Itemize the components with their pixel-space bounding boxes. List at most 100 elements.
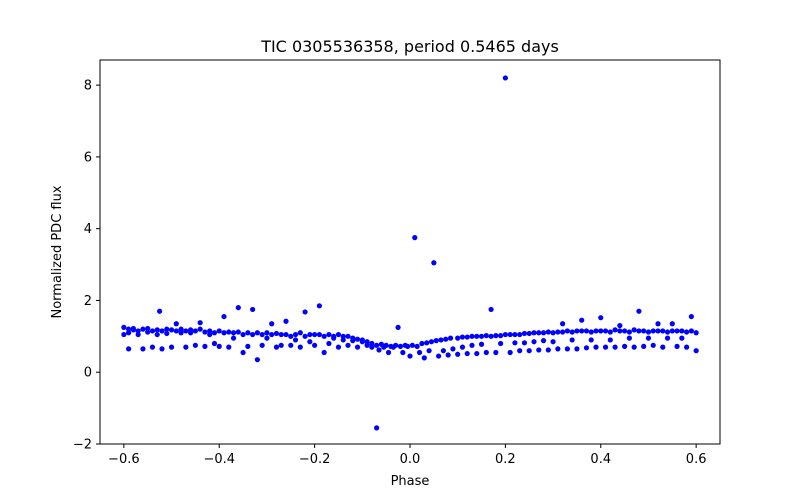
data-point	[478, 341, 485, 347]
data-point	[197, 320, 203, 326]
data-point	[283, 331, 289, 338]
data-point	[235, 329, 241, 335]
data-point	[269, 331, 275, 338]
data-point	[622, 343, 628, 349]
data-point	[288, 333, 294, 339]
data-point	[617, 328, 623, 334]
data-point	[684, 344, 690, 350]
data-point	[292, 331, 299, 338]
data-point	[292, 337, 299, 343]
data-point	[259, 331, 265, 338]
data-point	[598, 328, 604, 334]
data-point	[579, 328, 585, 334]
data-point	[157, 308, 163, 314]
data-point	[126, 326, 132, 332]
data-point	[645, 335, 652, 341]
data-point	[405, 343, 411, 349]
data-point	[221, 330, 227, 336]
x-tick-label: 0.0	[400, 452, 421, 467]
data-point	[483, 333, 489, 339]
data-point	[669, 321, 675, 327]
data-point	[207, 331, 213, 338]
data-point	[550, 339, 556, 345]
data-point	[183, 328, 189, 334]
data-point	[474, 350, 480, 357]
data-point	[517, 348, 523, 354]
data-point	[397, 343, 404, 349]
data-point	[488, 306, 494, 313]
data-point	[211, 340, 218, 347]
data-point	[369, 340, 375, 347]
data-point	[545, 329, 551, 335]
data-point	[230, 335, 237, 341]
data-point	[445, 352, 451, 358]
data-point	[679, 335, 685, 341]
x-axis: −0.6 −0.4 −0.2 0.0 0.2 0.4 0.6	[108, 444, 706, 467]
data-point	[469, 342, 475, 348]
data-point	[555, 346, 561, 352]
data-point	[188, 327, 194, 333]
data-point	[135, 328, 141, 334]
data-point	[126, 330, 132, 336]
data-point	[297, 344, 303, 350]
data-point	[564, 328, 570, 334]
data-point	[369, 344, 375, 350]
data-point	[469, 333, 475, 339]
data-point	[631, 344, 637, 350]
data-points	[121, 75, 699, 431]
data-point	[583, 328, 590, 334]
data-point	[669, 328, 675, 334]
data-point	[178, 326, 184, 332]
data-point	[464, 350, 470, 357]
data-point	[602, 328, 609, 334]
data-point	[385, 349, 392, 356]
data-point	[626, 329, 632, 335]
data-point	[693, 330, 699, 336]
data-point	[478, 333, 485, 339]
data-point	[447, 335, 454, 341]
data-point	[545, 347, 551, 353]
data-point	[602, 344, 609, 350]
data-point	[130, 325, 136, 332]
data-point	[359, 339, 365, 345]
data-point	[164, 330, 170, 337]
data-point	[569, 337, 575, 343]
data-point	[555, 329, 561, 335]
data-point	[483, 349, 489, 356]
data-point	[354, 344, 361, 350]
data-point	[464, 334, 470, 340]
data-point	[498, 340, 504, 347]
data-point	[664, 329, 671, 335]
data-point	[650, 342, 656, 348]
data-point	[159, 346, 165, 352]
data-point	[540, 338, 547, 344]
data-point	[149, 328, 156, 334]
y-axis-label: Normalized PDC flux	[50, 185, 65, 318]
data-point	[641, 328, 647, 334]
data-point	[288, 342, 294, 348]
data-point	[459, 344, 466, 350]
data-point	[312, 331, 318, 338]
data-point	[502, 331, 508, 338]
data-point	[345, 333, 351, 339]
data-point	[431, 260, 437, 266]
data-point	[335, 344, 342, 350]
data-point	[645, 329, 652, 335]
data-point	[302, 333, 308, 339]
data-point	[192, 342, 198, 348]
x-tick-label: −0.6	[108, 452, 140, 467]
data-point	[278, 342, 284, 348]
data-point	[307, 331, 313, 338]
data-point	[660, 344, 666, 350]
data-point	[636, 328, 642, 334]
data-point	[531, 339, 537, 345]
data-point	[598, 315, 604, 321]
data-point	[450, 346, 456, 352]
data-point	[679, 328, 685, 334]
data-point	[588, 337, 594, 343]
data-point	[250, 331, 256, 338]
data-point	[173, 321, 179, 327]
data-point	[364, 342, 370, 348]
